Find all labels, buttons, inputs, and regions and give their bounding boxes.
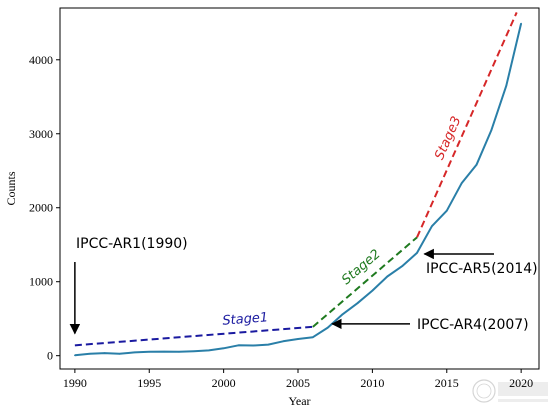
trend-lines: Stage1 Stage2 Stage3 <box>74 12 518 347</box>
data-point <box>237 344 240 347</box>
data-point <box>505 84 508 87</box>
data-point <box>88 353 91 355</box>
y-axis-label: Counts <box>4 171 18 205</box>
annotation-label: IPCC-AR1(1990) <box>76 236 188 252</box>
data-point <box>490 129 493 131</box>
data-point <box>460 182 463 185</box>
trend-line-stage1 <box>74 325 313 347</box>
data-point <box>356 302 359 304</box>
data-point <box>326 326 329 329</box>
data-point <box>252 344 255 347</box>
trend-line-stage2 <box>312 236 418 328</box>
data-point <box>386 275 389 278</box>
data-point <box>520 22 522 25</box>
data-point <box>207 349 210 352</box>
trend-label-stage1: Stage1 <box>222 310 269 329</box>
data-point <box>133 351 136 354</box>
y-tick-label: 1000 <box>29 275 53 289</box>
data-point <box>475 164 478 166</box>
trend-label-stage3: Stage3 <box>432 114 464 162</box>
data-point <box>222 347 225 350</box>
y-tick-label: 2000 <box>29 201 53 215</box>
data-point <box>163 350 165 353</box>
y-tick-label: 0 <box>47 349 53 363</box>
data-point <box>297 338 299 340</box>
data-point <box>193 350 195 353</box>
x-tick-label: 2005 <box>286 376 310 390</box>
data-series <box>74 22 523 357</box>
trend-label-stage2: Stage2 <box>339 247 384 288</box>
data-point <box>267 343 270 346</box>
plot-axes: 1990 1995 2000 2005 2010 2015 2020 0 1000 2000 300… <box>4 7 540 408</box>
y-tick-label: 3000 <box>29 127 53 141</box>
x-tick-label: 2015 <box>435 376 459 390</box>
x-axis-label: Year <box>288 394 310 408</box>
x-tick-label: 2020 <box>509 376 533 390</box>
data-point <box>416 252 418 254</box>
data-point <box>74 354 76 357</box>
data-point <box>118 353 121 355</box>
data-point <box>401 265 403 267</box>
x-tick-label: 1990 <box>63 376 87 390</box>
data-point <box>103 352 106 354</box>
y-tick-label: 4000 <box>29 53 53 67</box>
data-point <box>148 351 151 353</box>
trend-line-stage3 <box>416 12 518 238</box>
plot-frame <box>59 7 540 370</box>
annotation-label: IPCC-AR5(2014) <box>426 261 538 277</box>
data-point <box>312 336 314 338</box>
data-point <box>445 209 448 212</box>
x-tick-label: 2000 <box>212 376 236 390</box>
university-seal-watermark <box>472 379 548 403</box>
x-tick-label: 1995 <box>137 376 161 390</box>
data-point <box>371 289 374 292</box>
data-point <box>431 225 433 228</box>
data-point <box>341 313 344 316</box>
x-tick-label: 2010 <box>360 376 384 390</box>
annotations: IPCC-AR1(1990) IPCC-AR4(2007) IPCC-AR5(201… <box>69 236 538 335</box>
series-line <box>74 23 523 357</box>
data-point <box>282 340 284 343</box>
annotation-label: IPCC-AR4(2007) <box>417 317 529 333</box>
data-point <box>178 351 180 353</box>
